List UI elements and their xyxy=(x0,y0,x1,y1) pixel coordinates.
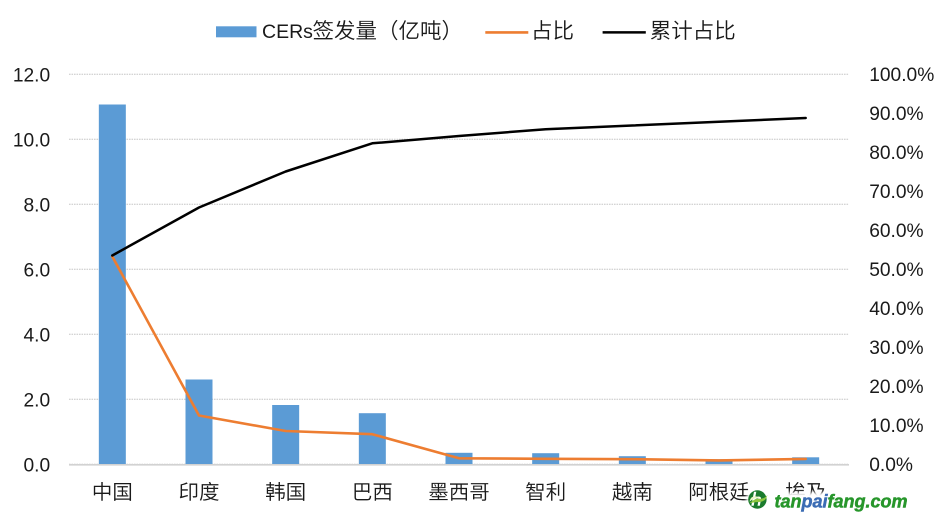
svg-text:80.0%: 80.0% xyxy=(869,143,923,164)
svg-text:20.0%: 20.0% xyxy=(869,377,923,398)
svg-text:60.0%: 60.0% xyxy=(869,221,923,242)
svg-text:2.0: 2.0 xyxy=(24,390,51,411)
svg-text:100.0%: 100.0% xyxy=(869,65,934,86)
svg-text:90.0%: 90.0% xyxy=(869,104,923,125)
svg-text:0.0: 0.0 xyxy=(24,455,51,476)
svg-text:6.0: 6.0 xyxy=(24,260,51,281)
svg-text:30.0%: 30.0% xyxy=(869,338,923,359)
svg-text:12.0: 12.0 xyxy=(13,65,50,86)
svg-text:50.0%: 50.0% xyxy=(869,260,923,281)
svg-text:CERs: CERs xyxy=(262,21,313,43)
svg-text:4.0: 4.0 xyxy=(24,325,51,346)
svg-text:8.0: 8.0 xyxy=(24,195,51,216)
svg-text:tanpaifang.com: tanpaifang.com xyxy=(775,492,908,512)
svg-text:0.0%: 0.0% xyxy=(869,455,913,476)
svg-text:70.0%: 70.0% xyxy=(869,182,923,203)
svg-text:10.0%: 10.0% xyxy=(869,416,923,437)
svg-text:40.0%: 40.0% xyxy=(869,299,923,320)
svg-text:10.0: 10.0 xyxy=(13,130,50,151)
